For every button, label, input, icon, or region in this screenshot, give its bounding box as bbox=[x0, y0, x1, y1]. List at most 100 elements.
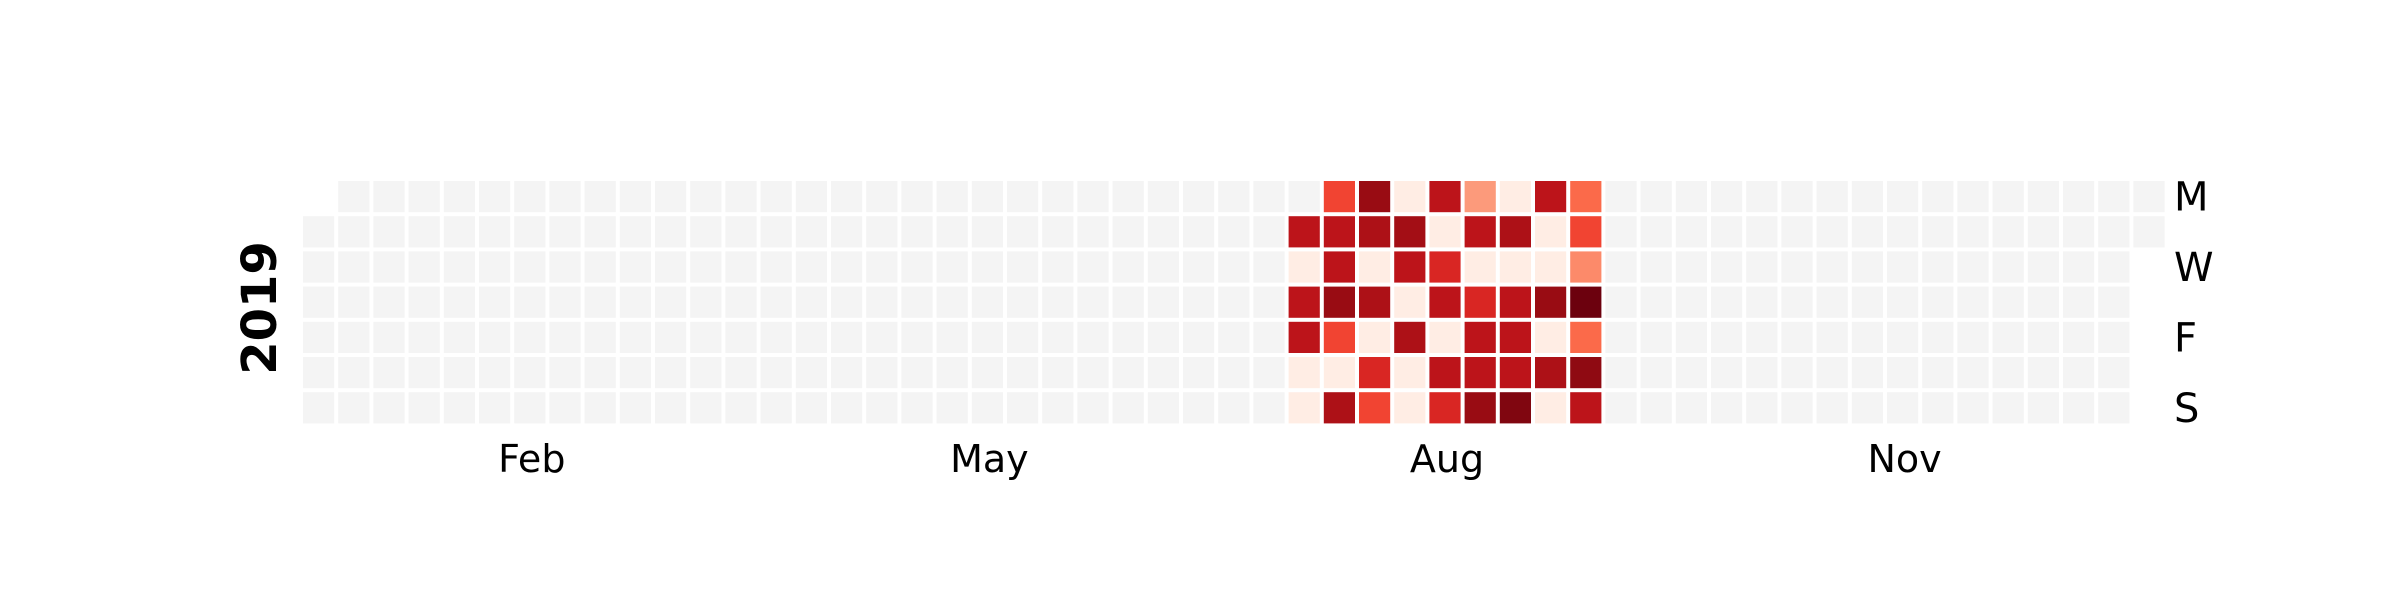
day-cell bbox=[831, 392, 863, 424]
day-cell bbox=[1570, 286, 1602, 318]
day-cell bbox=[303, 216, 335, 248]
day-cell bbox=[1816, 392, 1848, 424]
day-cell bbox=[1605, 216, 1637, 248]
day-cell bbox=[2063, 251, 2095, 283]
day-cell bbox=[1077, 321, 1109, 353]
day-cell bbox=[1499, 251, 1531, 283]
day-cell bbox=[408, 216, 440, 248]
day-cell bbox=[1640, 321, 1672, 353]
day-cell bbox=[1711, 216, 1743, 248]
day-cell bbox=[514, 181, 546, 213]
day-cell bbox=[1711, 321, 1743, 353]
day-cell bbox=[1887, 357, 1919, 389]
day-cell bbox=[1992, 251, 2024, 283]
day-cell bbox=[584, 181, 616, 213]
day-cell bbox=[584, 392, 616, 424]
day-cell bbox=[1359, 251, 1391, 283]
day-cell bbox=[408, 286, 440, 318]
day-cell bbox=[655, 392, 687, 424]
day-cell bbox=[1711, 392, 1743, 424]
day-cell bbox=[1640, 286, 1672, 318]
day-cell bbox=[619, 216, 651, 248]
day-cell bbox=[514, 286, 546, 318]
day-cell bbox=[1746, 357, 1778, 389]
day-cell bbox=[1499, 181, 1531, 213]
weekday-tick-label: F bbox=[2174, 315, 2197, 361]
day-cell bbox=[1218, 357, 1250, 389]
day-cell bbox=[760, 321, 792, 353]
day-cell bbox=[1887, 181, 1919, 213]
day-cell bbox=[584, 321, 616, 353]
day-cell bbox=[901, 357, 933, 389]
day-cell bbox=[831, 357, 863, 389]
day-cell bbox=[1007, 181, 1039, 213]
day-cell bbox=[901, 286, 933, 318]
day-cell bbox=[303, 286, 335, 318]
day-cell bbox=[1218, 181, 1250, 213]
day-cell bbox=[1605, 251, 1637, 283]
day-cell bbox=[408, 392, 440, 424]
day-cell bbox=[514, 392, 546, 424]
day-cell bbox=[1183, 216, 1215, 248]
day-cell bbox=[690, 321, 722, 353]
day-cell bbox=[866, 392, 898, 424]
day-cell bbox=[443, 286, 475, 318]
day-cell bbox=[338, 181, 370, 213]
day-cell bbox=[936, 357, 968, 389]
day-cell bbox=[1992, 321, 2024, 353]
day-cell bbox=[514, 321, 546, 353]
day-cell bbox=[1887, 286, 1919, 318]
day-cell bbox=[1746, 392, 1778, 424]
day-cell bbox=[1640, 181, 1672, 213]
day-cell bbox=[1570, 392, 1602, 424]
day-cell bbox=[1429, 181, 1461, 213]
day-cell bbox=[1077, 251, 1109, 283]
day-cell bbox=[1922, 216, 1954, 248]
day-cell bbox=[1535, 216, 1567, 248]
day-cell bbox=[479, 357, 511, 389]
day-cell bbox=[1957, 357, 1989, 389]
day-cell bbox=[1147, 251, 1179, 283]
day-cell bbox=[1147, 357, 1179, 389]
day-cell bbox=[1992, 181, 2024, 213]
day-cell bbox=[338, 357, 370, 389]
day-cell bbox=[795, 392, 827, 424]
month-labels: Feb May Aug Nov bbox=[498, 437, 1942, 481]
day-cell bbox=[1887, 251, 1919, 283]
day-cell bbox=[901, 251, 933, 283]
day-cell bbox=[2133, 216, 2165, 248]
day-cell bbox=[1183, 181, 1215, 213]
day-cell bbox=[1077, 181, 1109, 213]
day-cell bbox=[1781, 321, 1813, 353]
day-cell bbox=[795, 286, 827, 318]
day-cell bbox=[373, 392, 405, 424]
day-cell bbox=[795, 216, 827, 248]
day-cell bbox=[971, 392, 1003, 424]
day-cell bbox=[2027, 321, 2059, 353]
day-cell bbox=[1429, 357, 1461, 389]
day-cell bbox=[1429, 286, 1461, 318]
day-cell bbox=[725, 286, 757, 318]
day-cell bbox=[1077, 286, 1109, 318]
day-cell bbox=[1218, 251, 1250, 283]
day-cell bbox=[1288, 251, 1320, 283]
day-cell bbox=[1077, 392, 1109, 424]
weekday-tick-label: M bbox=[2174, 175, 2209, 221]
day-cell bbox=[2098, 286, 2130, 318]
day-cell bbox=[795, 251, 827, 283]
day-cell bbox=[1007, 392, 1039, 424]
day-cell bbox=[1359, 321, 1391, 353]
day-cell bbox=[901, 321, 933, 353]
day-cell bbox=[1535, 357, 1567, 389]
day-cell bbox=[1042, 357, 1074, 389]
day-cell bbox=[1746, 286, 1778, 318]
day-cell bbox=[1746, 251, 1778, 283]
day-cell bbox=[831, 251, 863, 283]
day-cell bbox=[1711, 251, 1743, 283]
day-cell bbox=[1816, 216, 1848, 248]
day-cell bbox=[1640, 392, 1672, 424]
day-cell bbox=[725, 357, 757, 389]
day-cell bbox=[2027, 392, 2059, 424]
heatmap-cells bbox=[303, 181, 2165, 424]
day-cell bbox=[408, 181, 440, 213]
